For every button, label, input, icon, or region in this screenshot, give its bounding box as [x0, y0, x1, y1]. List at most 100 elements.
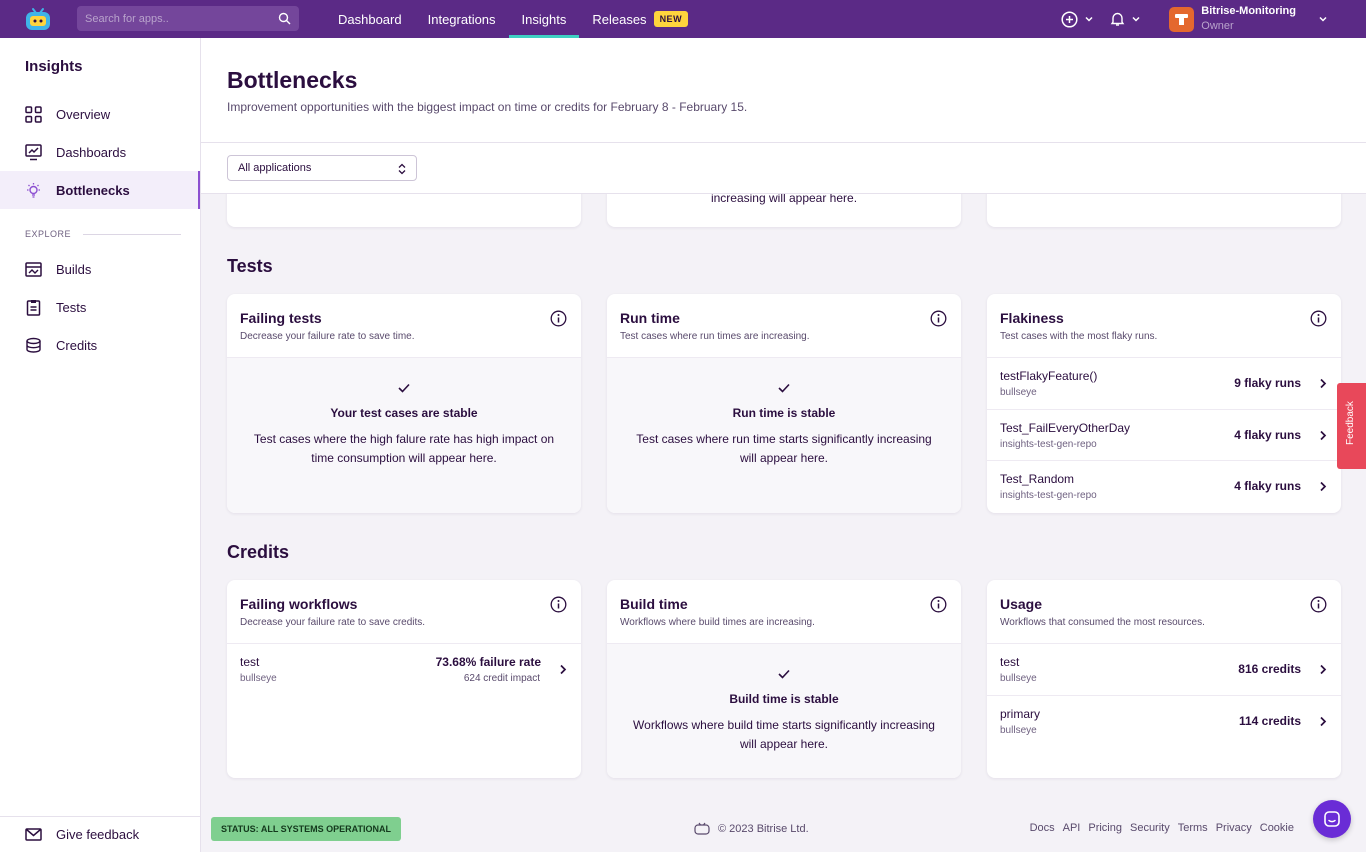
card-subtitle: Workflows where build times are increasi… — [620, 617, 815, 628]
card-subtitle: Decrease your failure rate to save time. — [240, 331, 415, 342]
sidebar-item-label: Overview — [56, 106, 111, 122]
tests-section-title: Tests — [227, 256, 273, 276]
row-app: bullseye — [240, 673, 277, 684]
give-feedback-button[interactable]: Give feedback — [0, 816, 200, 852]
sidebar-item-credits[interactable]: Credits — [0, 326, 200, 364]
nav-releases[interactable]: Releases NEW — [579, 0, 701, 38]
filter-bar: All applications — [201, 143, 1366, 194]
sidebar-item-label: Bottlenecks — [56, 182, 130, 198]
usage-list: test bullseye 816 credits primary bullse… — [987, 643, 1341, 747]
sidebar-item-tests[interactable]: Tests — [0, 288, 200, 326]
row-name: testFlakyFeature() — [1000, 369, 1098, 383]
page-title: Bottlenecks — [227, 67, 358, 93]
nav-integrations[interactable]: Integrations — [415, 0, 509, 38]
create-button[interactable] — [1061, 10, 1094, 28]
chevron-right-icon — [1320, 481, 1327, 492]
top-navigation: Dashboard Integrations Insights Releases… — [0, 0, 1366, 38]
table-row[interactable]: test bullseye 73.68% failure rate 624 cr… — [227, 644, 581, 696]
info-icon[interactable] — [1310, 596, 1327, 613]
envelope-icon — [25, 828, 42, 841]
flakiness-card: Flakiness Test cases with the most flaky… — [987, 294, 1341, 513]
check-icon — [778, 383, 790, 393]
card-title: Run time — [620, 310, 680, 326]
give-feedback-label: Give feedback — [56, 827, 140, 842]
nav-dashboard[interactable]: Dashboard — [325, 0, 415, 38]
empty-state-title: Your test cases are stable — [330, 406, 478, 420]
bitrise-logo-icon[interactable] — [24, 6, 52, 32]
card-title: Flakiness — [1000, 310, 1064, 326]
info-icon[interactable] — [1310, 310, 1327, 327]
table-row[interactable]: test bullseye 816 credits — [987, 644, 1341, 696]
footer-link-terms[interactable]: Terms — [1177, 822, 1208, 834]
footer-link-pricing[interactable]: Pricing — [1088, 822, 1122, 834]
card-subtitle: Test cases with the most flaky runs. — [1000, 331, 1158, 342]
search-input[interactable] — [85, 12, 275, 25]
bitrise-small-logo-icon — [694, 822, 710, 835]
usage-card: Usage Workflows that consumed the most r… — [987, 580, 1341, 778]
row-name: test — [1000, 655, 1020, 669]
failing-workflows-list: test bullseye 73.68% failure rate 624 cr… — [227, 643, 581, 696]
row-secondary-value: 624 credit impact — [463, 673, 540, 684]
feedback-tab-label: Feedback — [1345, 401, 1356, 445]
nav-insights[interactable]: Insights — [508, 0, 580, 38]
table-row[interactable]: Test_Random insights-test-gen-repo 4 fla… — [987, 461, 1341, 513]
chevron-right-icon — [1320, 664, 1327, 675]
sidebar-item-builds[interactable]: Builds — [0, 250, 200, 288]
row-value: 4 flaky runs — [1234, 427, 1301, 442]
empty-state: Run time is stable Test cases where run … — [607, 357, 961, 513]
sidebar-item-label: Dashboards — [56, 144, 127, 160]
credits-section-title: Credits — [227, 542, 290, 562]
workspace-icon — [1175, 13, 1189, 25]
row-value: 816 credits — [1238, 662, 1301, 676]
chat-launcher-button[interactable] — [1313, 800, 1351, 838]
failing-workflows-card: Failing workflows Decrease your failure … — [227, 580, 581, 778]
application-select[interactable]: All applications — [227, 155, 417, 181]
failing-tests-card: Failing tests Decrease your failure rate… — [227, 294, 581, 513]
row-value: 114 credits — [1238, 713, 1301, 728]
plus-circle-icon — [1061, 10, 1078, 28]
info-icon[interactable] — [550, 596, 567, 613]
sidebar-item-overview[interactable]: Overview — [0, 95, 200, 133]
table-row[interactable]: testFlakyFeature() bullseye 9 flaky runs — [987, 358, 1341, 410]
builds-icon — [25, 261, 42, 277]
search-icon[interactable] — [278, 12, 291, 25]
search-box[interactable] — [77, 6, 299, 31]
sidebar: Insights Overview Dashboards Bottlenecks… — [0, 38, 201, 852]
divider — [83, 233, 182, 235]
row-name: Test_Random — [1000, 472, 1075, 486]
row-name: Test_FailEveryOtherDay — [1000, 420, 1131, 435]
info-icon[interactable] — [930, 596, 947, 613]
explore-section-label: EXPLORE — [25, 229, 182, 239]
chat-icon — [1324, 811, 1340, 827]
info-icon[interactable] — [550, 310, 567, 327]
nav-integrations-label: Integrations — [427, 11, 496, 27]
footer-link-api[interactable]: API — [1062, 822, 1081, 834]
row-app: bullseye — [1000, 673, 1037, 684]
empty-state-description: Test cases where the high falure rate ha… — [253, 432, 555, 465]
main-nav: Dashboard Integrations Insights Releases… — [325, 0, 701, 38]
info-icon[interactable] — [930, 310, 947, 327]
footer-link-cookie[interactable]: Cookie — [1259, 822, 1294, 834]
page-header: Bottlenecks Improvement opportunities wi… — [201, 38, 1366, 143]
copyright-text: © 2023 Bitrise Ltd. — [718, 822, 809, 835]
sidebar-item-bottlenecks[interactable]: Bottlenecks — [0, 171, 200, 209]
clipboard-icon — [26, 299, 41, 316]
status-badge[interactable]: STATUS: ALL SYSTEMS OPERATIONAL — [211, 817, 402, 841]
account-avatar — [1169, 6, 1195, 32]
new-badge: NEW — [653, 11, 689, 27]
feedback-tab[interactable]: Feedback — [1337, 383, 1366, 469]
nav-insights-label: Insights — [521, 11, 567, 27]
footer-link-docs[interactable]: Docs — [1029, 822, 1055, 834]
notifications-button[interactable] — [1110, 11, 1141, 27]
card-subtitle: Decrease your failure rate to save credi… — [240, 617, 426, 628]
footer-link-privacy[interactable]: Privacy — [1215, 822, 1252, 834]
account-info: Bitrise-Monitoring Owner — [1201, 4, 1296, 34]
empty-state: Build time is stable Workflows where bui… — [607, 643, 961, 778]
table-row[interactable]: Test_FailEveryOtherDay insights-test-gen… — [987, 410, 1341, 461]
empty-state-description: Workflows where build time starts signif… — [633, 718, 935, 751]
account-menu[interactable]: Bitrise-Monitoring Owner — [1169, 4, 1328, 34]
chevron-right-icon — [1320, 378, 1327, 389]
footer-link-security[interactable]: Security — [1129, 822, 1170, 834]
sidebar-item-dashboards[interactable]: Dashboards — [0, 133, 200, 171]
table-row[interactable]: primary bullseye 114 credits — [987, 696, 1341, 748]
